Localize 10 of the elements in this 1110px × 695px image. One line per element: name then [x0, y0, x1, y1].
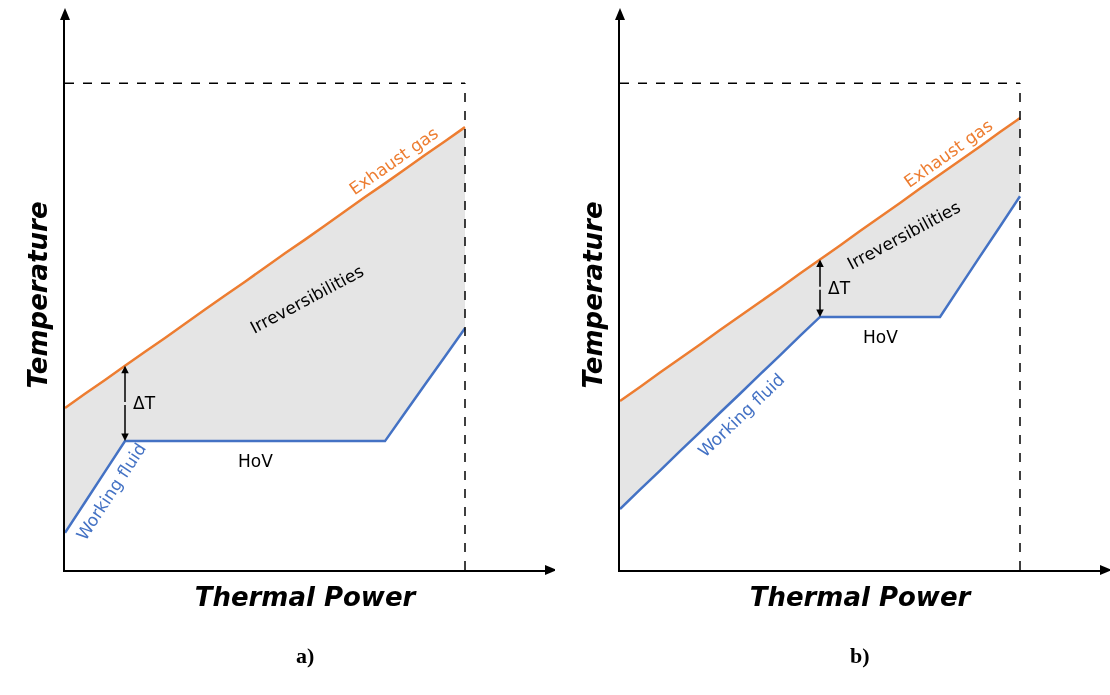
x-axis-title: Thermal Power — [749, 581, 973, 612]
annotation: HoV — [238, 451, 274, 471]
text: a) — [296, 643, 315, 668]
annotation: HoV — [863, 327, 899, 347]
x-axis-title: Thermal Power — [194, 581, 418, 612]
annotation: ΔT — [133, 393, 156, 413]
annotation: ΔT — [828, 278, 851, 298]
text: b) — [850, 643, 870, 668]
y-axis-title: Temperature — [577, 201, 608, 389]
y-axis-title: Temperature — [22, 201, 53, 389]
